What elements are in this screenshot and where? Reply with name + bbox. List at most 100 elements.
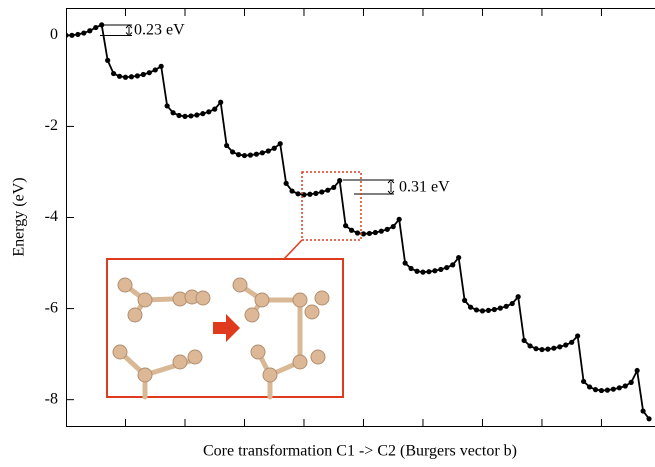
y-tick-label: -4 [45,208,58,225]
data-point [134,73,140,79]
barrier-bracket [100,24,395,195]
x-axis-title: Core transformation C1 -> C2 (Burgers ve… [203,443,517,460]
data-point [110,70,117,77]
data-point [610,386,616,392]
data-point [402,260,408,266]
data-point [66,32,69,38]
data-point [521,337,527,344]
data-point [348,227,355,233]
data-point [140,71,146,78]
data-point [176,112,182,119]
data-point [218,99,224,105]
data-point [122,74,129,80]
data-point [563,342,569,348]
data-point [259,150,265,156]
data-point [313,190,319,196]
data-point [438,266,444,273]
data-point [485,307,492,314]
data-point [200,111,206,117]
y-tick-label: -6 [45,299,58,316]
data-point [158,63,164,69]
data-point [69,32,75,38]
data-point [170,110,176,116]
data-point [581,378,587,385]
data-point [289,188,295,194]
data-point [426,269,432,275]
data-point [586,384,593,390]
data-point [253,151,259,157]
data-point [533,346,539,352]
data-point [450,262,456,268]
data-point [224,142,230,149]
inset [106,258,344,400]
data-point [575,333,581,339]
data-point [408,265,414,272]
data-point [116,73,123,79]
data-point [616,385,622,391]
data-point [247,152,254,158]
data-point [307,191,313,197]
data-point [592,387,599,393]
zoom-box [301,171,362,241]
data-point [283,180,289,186]
data-point [152,67,158,73]
data-point [420,269,426,275]
data-point [432,268,438,274]
data-point [640,408,646,414]
data-point [444,264,450,271]
data-point [527,343,533,349]
data-point [456,254,462,261]
data-point [503,303,509,309]
data-point [634,367,640,374]
data-point [604,387,611,393]
data-point [93,24,99,31]
y-tick-label: 0 [50,26,58,43]
data-point [337,178,343,184]
data-point [343,223,349,229]
y-tick-label: -8 [45,390,58,407]
data-point [569,339,575,345]
y-tick-label: -2 [45,117,58,134]
data-point [164,103,170,109]
data-point [212,106,218,112]
data-point [235,152,242,158]
data-point [598,387,605,394]
data-point [509,300,515,307]
data-point [319,189,325,195]
zoom-connector [283,239,303,260]
data-point [622,383,628,389]
annotation: 0.31 eV [399,179,450,196]
data-point [384,226,390,232]
data-point [491,306,497,313]
data-point [229,149,236,155]
data-point [479,308,486,314]
data-point [497,305,503,311]
data-point [473,307,480,313]
data-point [628,379,634,385]
data-point [182,113,188,119]
data-point [241,152,248,159]
data-point [354,230,361,236]
y-axis-title: Energy (eV) [11,177,28,256]
data-point [271,145,277,151]
data-point [146,70,152,76]
data-point [539,346,545,353]
data-point [646,416,652,422]
data-point [75,31,81,38]
data-point [277,141,283,147]
data-point [105,57,111,63]
data-point [515,294,521,300]
data-point [206,109,212,115]
data-point [295,191,301,197]
data-point [194,112,200,118]
data-point [557,344,563,350]
data-point [87,28,93,34]
data-point [545,346,551,352]
data-point [265,148,271,154]
data-point [331,184,337,191]
data-point [188,113,194,119]
data-point [366,230,373,237]
data-point [396,216,402,222]
data-point [372,229,378,236]
data-point [128,74,135,80]
